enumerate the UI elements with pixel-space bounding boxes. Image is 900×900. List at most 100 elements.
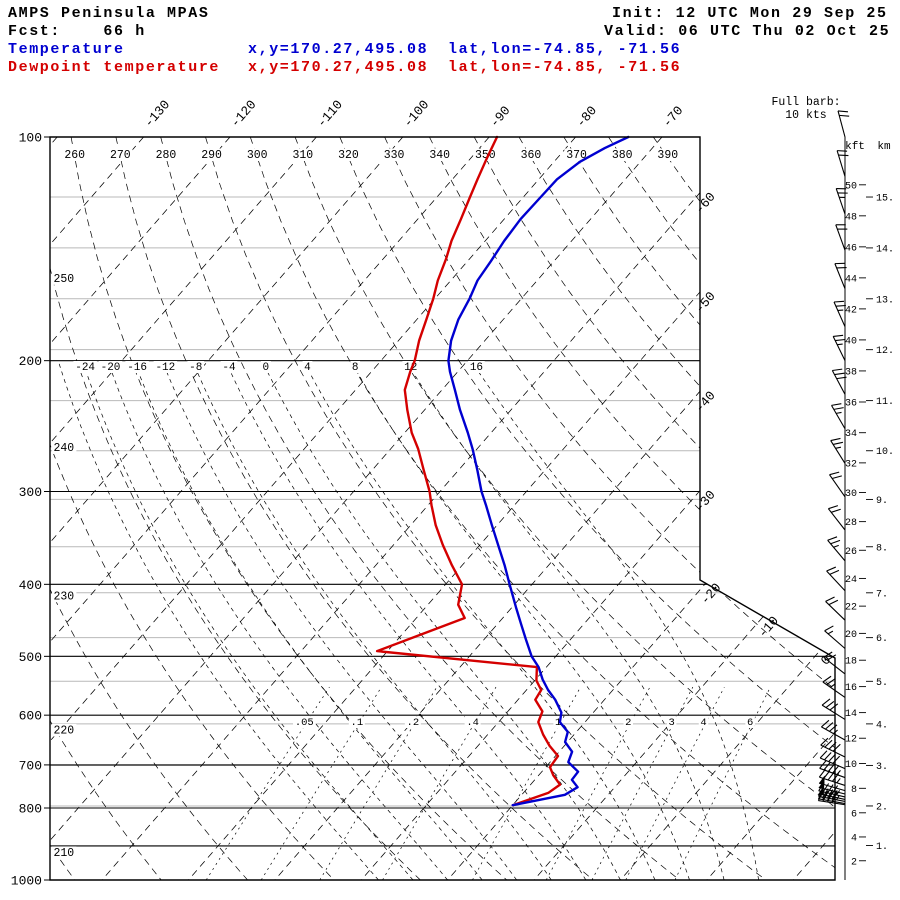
svg-text:280: 280 [156, 149, 177, 162]
svg-text:-4: -4 [222, 362, 236, 374]
svg-text:-120: -120 [228, 97, 260, 130]
svg-text:.05: .05 [295, 717, 314, 729]
dewpoint-xy: x,y=170.27,495.08 [248, 59, 429, 76]
svg-text:600: 600 [19, 709, 42, 724]
svg-text:14: 14 [845, 709, 857, 720]
svg-text:2: 2 [625, 717, 631, 729]
svg-text:12: 12 [845, 735, 857, 746]
svg-text:2.: 2. [876, 802, 888, 813]
svg-text:7.: 7. [876, 589, 888, 600]
svg-text:4.: 4. [876, 720, 888, 731]
svg-text:-10: -10 [755, 613, 782, 641]
svg-text:34: 34 [845, 429, 857, 440]
init-time: Init: 12 UTC Mon 29 Sep 25 [612, 5, 888, 22]
svg-text:380: 380 [612, 149, 633, 162]
svg-text:0: 0 [818, 653, 834, 669]
svg-text:330: 330 [384, 149, 405, 162]
svg-text:-20: -20 [101, 362, 121, 374]
svg-text:.1: .1 [351, 717, 364, 729]
svg-text:48: 48 [845, 212, 857, 223]
svg-text:15.: 15. [876, 194, 894, 205]
forecast-hour: Fcst: 66 h [8, 23, 146, 40]
svg-text:700: 700 [19, 758, 42, 773]
svg-text:-24: -24 [75, 362, 95, 374]
svg-text:-110: -110 [314, 97, 346, 130]
svg-text:8: 8 [851, 785, 857, 796]
svg-text:800: 800 [19, 801, 42, 816]
svg-text:46: 46 [845, 243, 857, 254]
svg-text:8.: 8. [876, 543, 888, 554]
svg-text:290: 290 [201, 149, 222, 162]
svg-text:.4: .4 [466, 717, 479, 729]
svg-text:1.: 1. [876, 842, 888, 853]
svg-text:320: 320 [338, 149, 359, 162]
svg-text:50: 50 [845, 181, 857, 192]
svg-text:-16: -16 [127, 362, 147, 374]
svg-text:-70: -70 [660, 103, 687, 131]
svg-text:-40: -40 [692, 388, 719, 416]
km-axis-label: km [877, 141, 891, 153]
svg-text:4: 4 [304, 362, 311, 374]
svg-text:-12: -12 [155, 362, 175, 374]
svg-text:1000: 1000 [11, 874, 42, 889]
svg-text:240: 240 [54, 442, 75, 455]
svg-text:8: 8 [352, 362, 359, 374]
svg-text:-8: -8 [189, 362, 202, 374]
svg-text:14.: 14. [876, 244, 894, 255]
svg-text:390: 390 [657, 149, 678, 162]
svg-text:-50: -50 [692, 289, 719, 317]
svg-text:16: 16 [845, 683, 857, 694]
svg-text:100: 100 [19, 131, 42, 146]
svg-text:28: 28 [845, 518, 857, 529]
svg-text:4: 4 [851, 833, 857, 844]
svg-text:2: 2 [851, 857, 857, 868]
svg-text:30: 30 [845, 489, 857, 500]
svg-text:13.: 13. [876, 295, 894, 306]
svg-text:12.: 12. [876, 346, 894, 357]
svg-text:4: 4 [700, 717, 706, 729]
kft-axis-label: kft [845, 141, 865, 153]
svg-text:5.: 5. [876, 678, 888, 689]
svg-text:16: 16 [470, 362, 483, 374]
svg-text:0: 0 [263, 362, 270, 374]
dewpoint-latlon: lat,lon=-74.85, -71.56 [448, 59, 682, 76]
svg-text:6.: 6. [876, 634, 888, 645]
svg-text:9.: 9. [876, 496, 888, 507]
svg-text:270: 270 [110, 149, 131, 162]
svg-text:-130: -130 [141, 97, 173, 130]
temperature-legend-label: Temperature [8, 41, 125, 58]
svg-text:38: 38 [845, 367, 857, 378]
svg-text:-60: -60 [692, 190, 719, 218]
svg-text:370: 370 [566, 149, 587, 162]
svg-text:340: 340 [429, 149, 450, 162]
svg-text:44: 44 [845, 274, 857, 285]
svg-text:220: 220 [54, 724, 75, 737]
svg-text:210: 210 [54, 847, 75, 860]
svg-text:42: 42 [845, 305, 857, 316]
svg-text:400: 400 [19, 578, 42, 593]
svg-text:310: 310 [292, 149, 313, 162]
svg-text:-90: -90 [487, 103, 514, 131]
svg-text:36: 36 [845, 398, 857, 409]
dewpoint-legend-label: Dewpoint temperature [8, 59, 221, 76]
svg-text:40: 40 [845, 336, 857, 347]
svg-text:24: 24 [845, 575, 857, 586]
svg-text:.2: .2 [407, 717, 420, 729]
svg-text:22: 22 [845, 603, 857, 614]
svg-text:11.: 11. [876, 397, 894, 408]
svg-text:26: 26 [845, 547, 857, 558]
svg-text:300: 300 [19, 485, 42, 500]
svg-text:-100: -100 [400, 97, 432, 130]
svg-text:230: 230 [54, 590, 75, 603]
svg-text:10: 10 [845, 760, 857, 771]
svg-text:18: 18 [845, 657, 857, 668]
svg-text:10.: 10. [876, 447, 894, 458]
svg-text:500: 500 [19, 650, 42, 665]
model-title: AMPS Peninsula MPAS [8, 5, 210, 22]
svg-text:3.: 3. [876, 762, 888, 773]
svg-text:250: 250 [54, 273, 75, 286]
svg-text:1: 1 [555, 717, 561, 729]
svg-text:32: 32 [845, 459, 857, 470]
barb-legend-line2: 10 kts [785, 109, 826, 122]
